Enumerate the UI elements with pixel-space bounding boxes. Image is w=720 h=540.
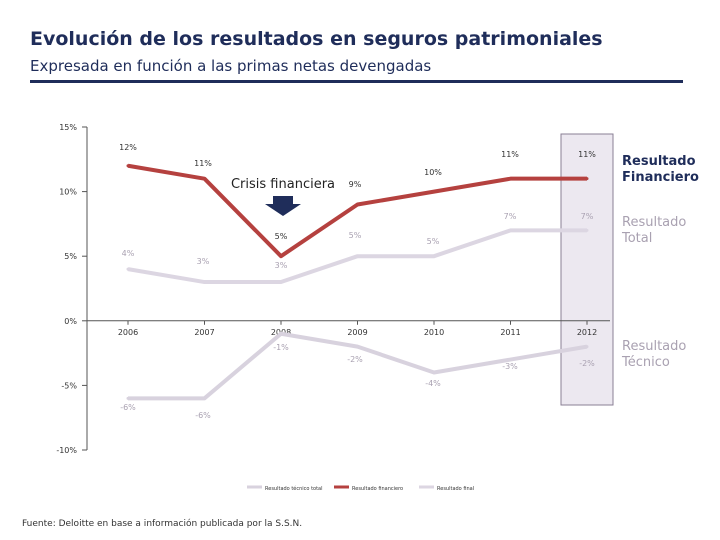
series-point-tecnico [279, 332, 283, 336]
data-label-financiero: 5% [275, 232, 288, 241]
data-label-total: 3% [275, 261, 288, 270]
data-label-total: 3% [197, 257, 210, 266]
title-divider [30, 80, 683, 83]
series-point-tecnico [126, 396, 130, 400]
series-side-label-financiero: Resultado [622, 154, 696, 169]
data-label-total: 5% [427, 237, 440, 246]
data-label-financiero: 12% [119, 143, 137, 152]
y-tick-label: -5% [61, 381, 77, 390]
data-label-tecnico: -1% [273, 343, 289, 352]
x-tick-label: 2009 [347, 328, 367, 337]
series-point-tecnico [585, 345, 589, 349]
series-point-total [432, 254, 436, 258]
series-point-tecnico [432, 370, 436, 374]
source-note: Fuente: Deloitte en base a información p… [22, 519, 303, 529]
data-label-financiero: 11% [578, 150, 596, 159]
page-subtitle: Expresada en función a las primas netas … [30, 57, 432, 75]
data-label-total: 7% [504, 212, 517, 221]
series-point-total [126, 267, 130, 271]
series-line-tecnico [128, 331, 588, 401]
series-point-tecnico [356, 345, 359, 349]
series-point-financiero [356, 203, 359, 207]
data-label-financiero: 9% [349, 180, 362, 189]
data-label-financiero: 11% [501, 150, 519, 159]
data-label-tecnico: -2% [579, 359, 595, 368]
series-point-tecnico [203, 396, 206, 400]
series-side-label-tecnico: Técnico [621, 355, 670, 370]
data-label-financiero: 10% [424, 168, 442, 177]
legend-label: Resultado financiero [352, 486, 403, 492]
series-point-total [356, 254, 359, 258]
page-title: Evolución de los resultados en seguros p… [30, 28, 603, 50]
x-tick-label: 2010 [424, 328, 444, 337]
series-side-label-financiero: Financiero [622, 170, 699, 185]
y-tick-label: -10% [56, 446, 77, 455]
data-label-total: 5% [349, 231, 362, 240]
series-point-total [509, 228, 512, 232]
series-point-financiero [585, 177, 589, 181]
series-point-tecnico [509, 358, 512, 362]
legend-label: Resultado final [437, 486, 474, 492]
series-point-total [203, 280, 206, 284]
y-tick-label: 15% [59, 123, 77, 132]
legend-label: Resultado técnico total [265, 485, 323, 492]
y-tick-label: 10% [59, 188, 77, 197]
data-label-tecnico: -2% [347, 355, 363, 364]
series-point-financiero [203, 177, 206, 181]
series-point-financiero [509, 177, 512, 181]
series-point-total [585, 228, 589, 232]
data-label-financiero: 11% [194, 159, 212, 168]
x-tick-label: 2007 [194, 328, 214, 337]
x-tick-label: 2011 [500, 328, 520, 337]
data-label-total: 4% [122, 249, 135, 258]
y-tick-label: 5% [64, 252, 77, 261]
data-label-tecnico: -4% [425, 379, 441, 388]
data-label-tecnico: -6% [195, 411, 211, 420]
data-label-tecnico: -3% [502, 362, 518, 371]
series-point-financiero [279, 254, 283, 258]
data-label-total: 7% [581, 212, 594, 221]
series-point-total [279, 280, 283, 284]
x-tick-label: 2006 [118, 328, 138, 337]
crisis-annotation: Crisis financiera [231, 177, 335, 192]
y-tick-label: 0% [64, 317, 77, 326]
series-point-financiero [432, 190, 436, 194]
x-tick-label: 2012 [577, 328, 597, 337]
series-side-label-total: Resultado [622, 215, 686, 230]
data-label-tecnico: -6% [120, 403, 136, 412]
series-point-financiero [126, 164, 130, 168]
series-side-label-total: Total [621, 231, 652, 246]
series-side-label-tecnico: Resultado [622, 339, 686, 354]
down-arrow-icon [265, 196, 301, 216]
